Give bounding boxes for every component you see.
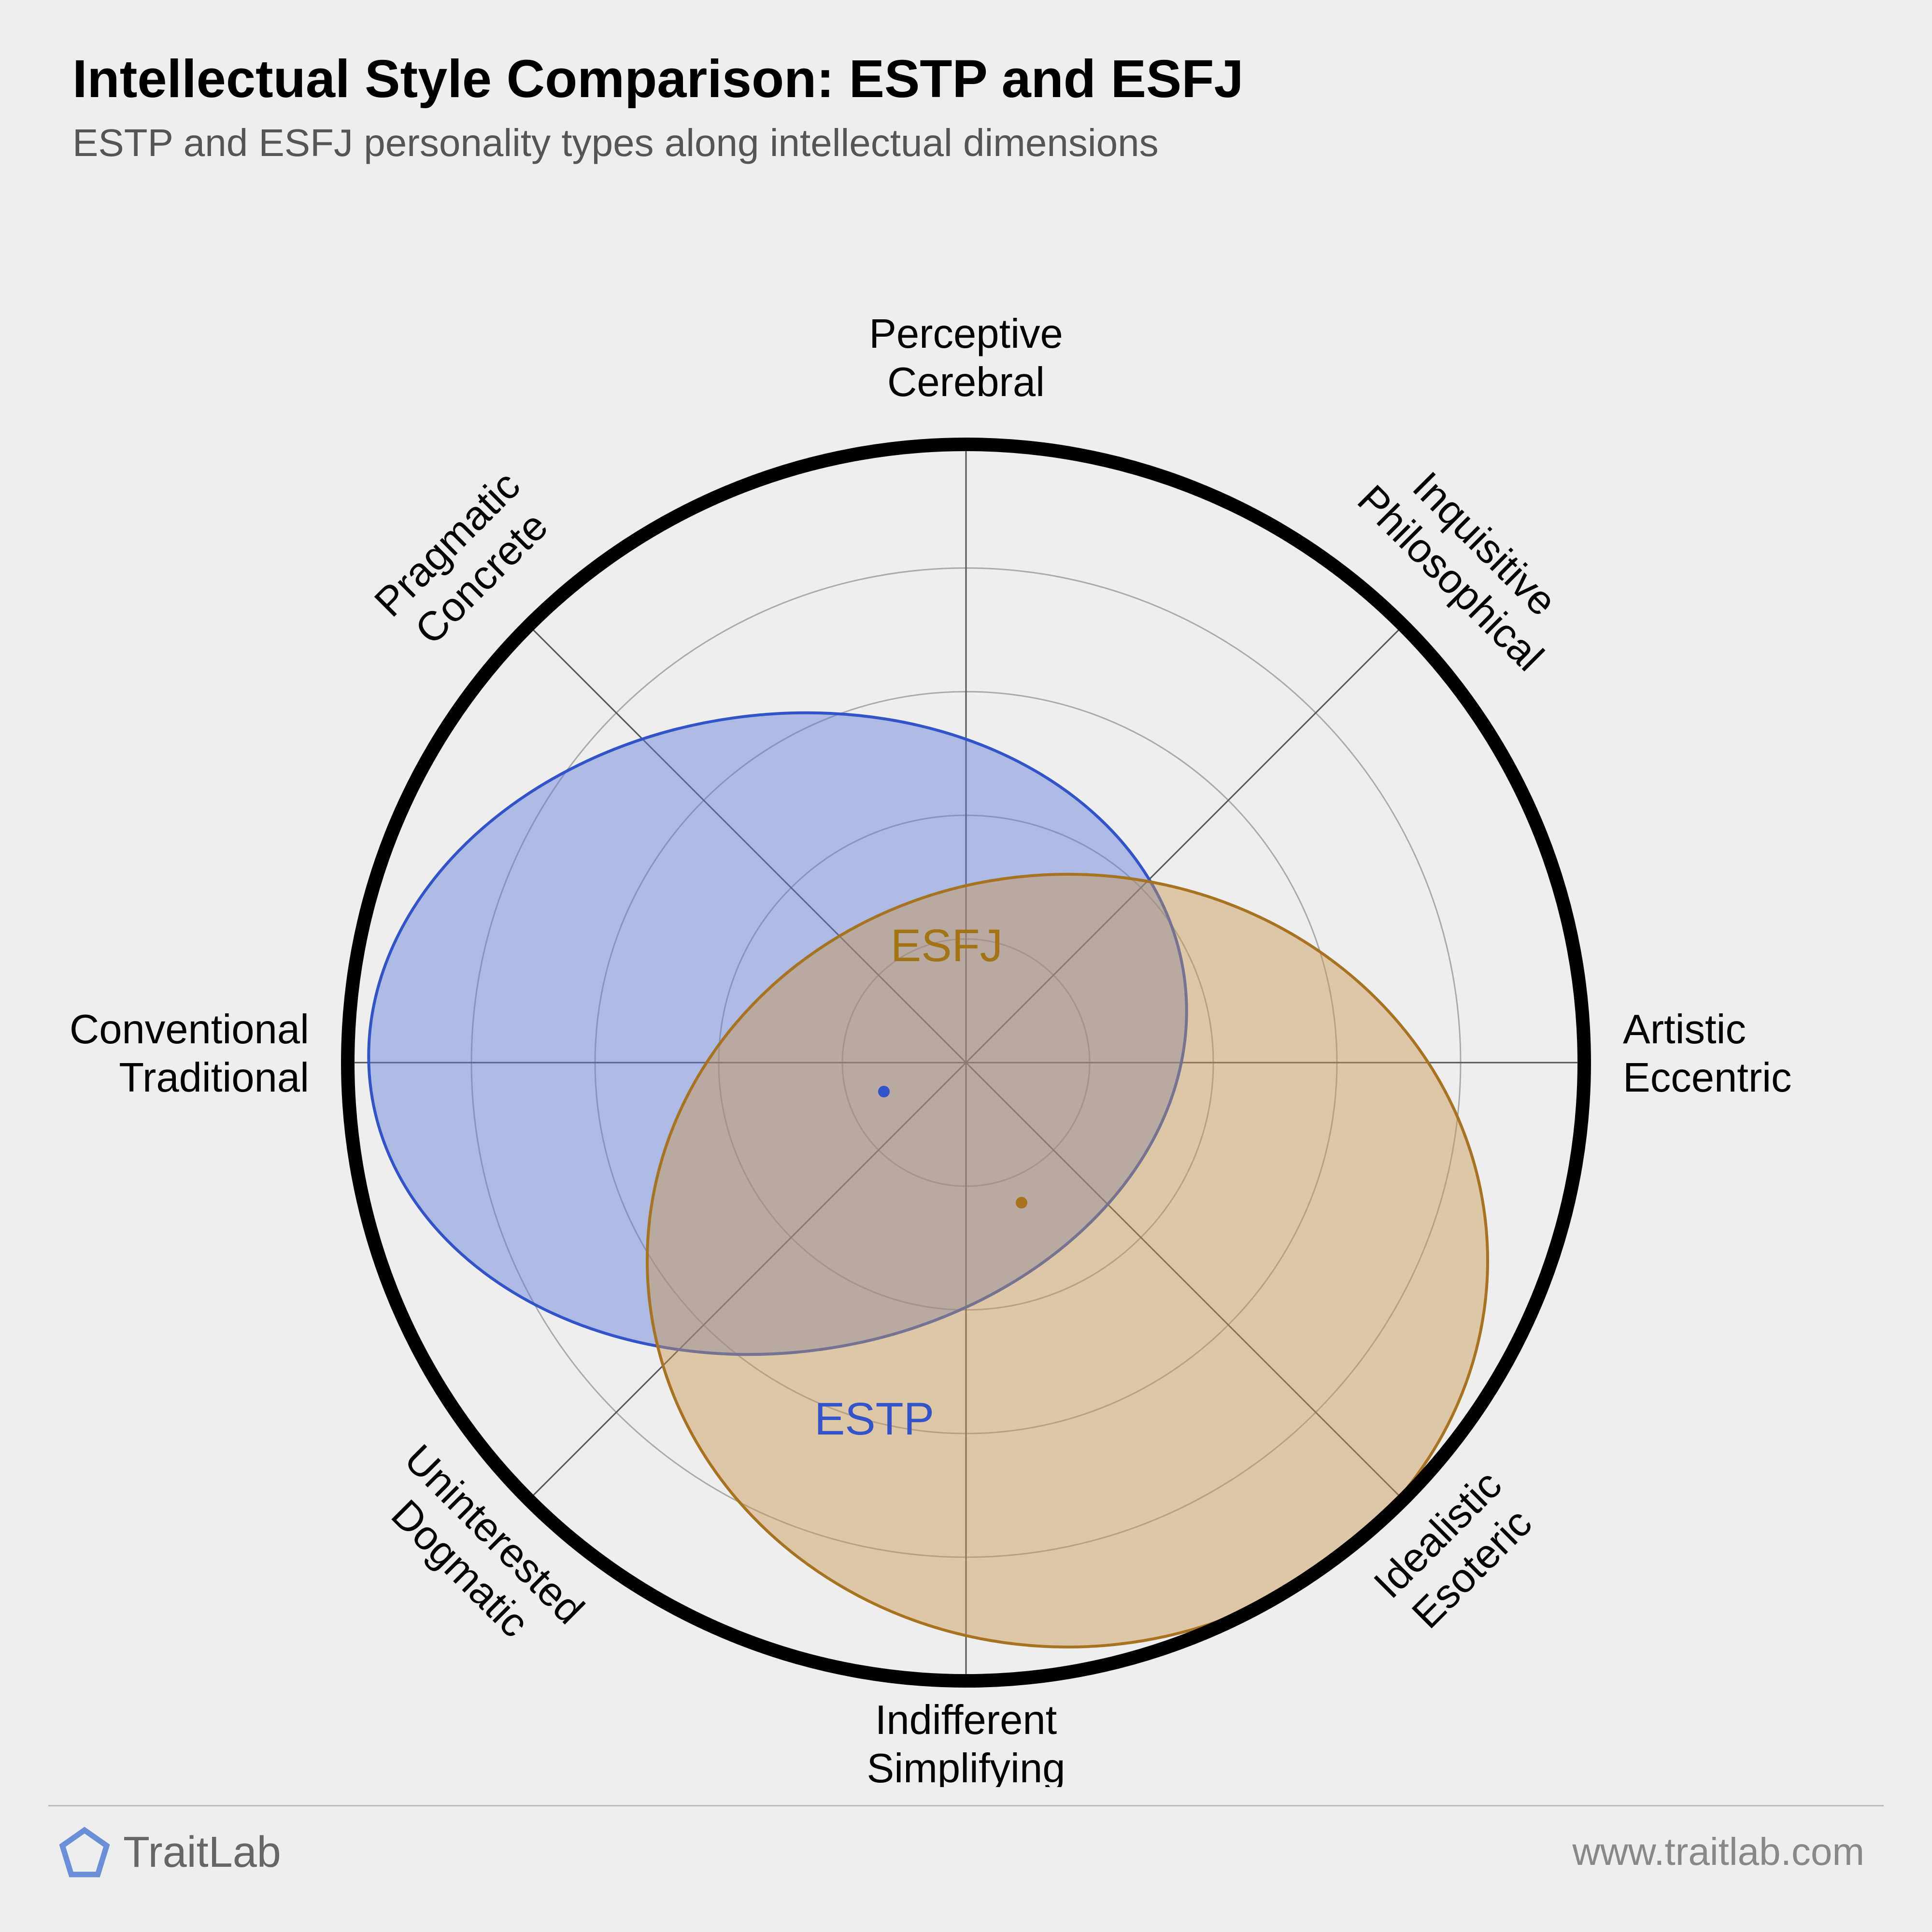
axis-label: PerceptiveCerebral (869, 311, 1063, 405)
footer-divider (48, 1805, 1884, 1806)
svg-text:Cerebral: Cerebral (887, 359, 1045, 405)
blob-label: ESFJ (891, 920, 1003, 971)
chart-container: Intellectual Style Comparison: ESTP and … (0, 0, 1932, 1932)
svg-text:Perceptive: Perceptive (869, 311, 1063, 357)
brand-text: TraitLab (123, 1828, 281, 1877)
svg-text:Artistic: Artistic (1623, 1007, 1746, 1052)
chart-subtitle: ESTP and ESFJ personality types along in… (72, 121, 1159, 165)
svg-text:Conventional: Conventional (70, 1007, 309, 1052)
svg-text:Eccentric: Eccentric (1623, 1055, 1792, 1101)
svg-text:Simplifying: Simplifying (867, 1746, 1065, 1787)
footer-brand: TraitLab (58, 1826, 281, 1879)
radar-chart: ESFJESTPPerceptiveCerebralInquisitivePhi… (0, 193, 1932, 1787)
axis-label: ArtisticEccentric (1623, 1007, 1792, 1101)
blob-label: ESTP (814, 1393, 934, 1445)
axis-label: IndifferentSimplifying (867, 1697, 1065, 1787)
pentagon-icon (58, 1826, 111, 1879)
axis-label: ConventionalTraditional (70, 1007, 309, 1101)
chart-title: Intellectual Style Comparison: ESTP and … (72, 48, 1244, 110)
svg-text:Traditional: Traditional (119, 1055, 309, 1101)
footer-url: www.traitlab.com (1572, 1830, 1864, 1874)
svg-text:Indifferent: Indifferent (875, 1697, 1057, 1743)
